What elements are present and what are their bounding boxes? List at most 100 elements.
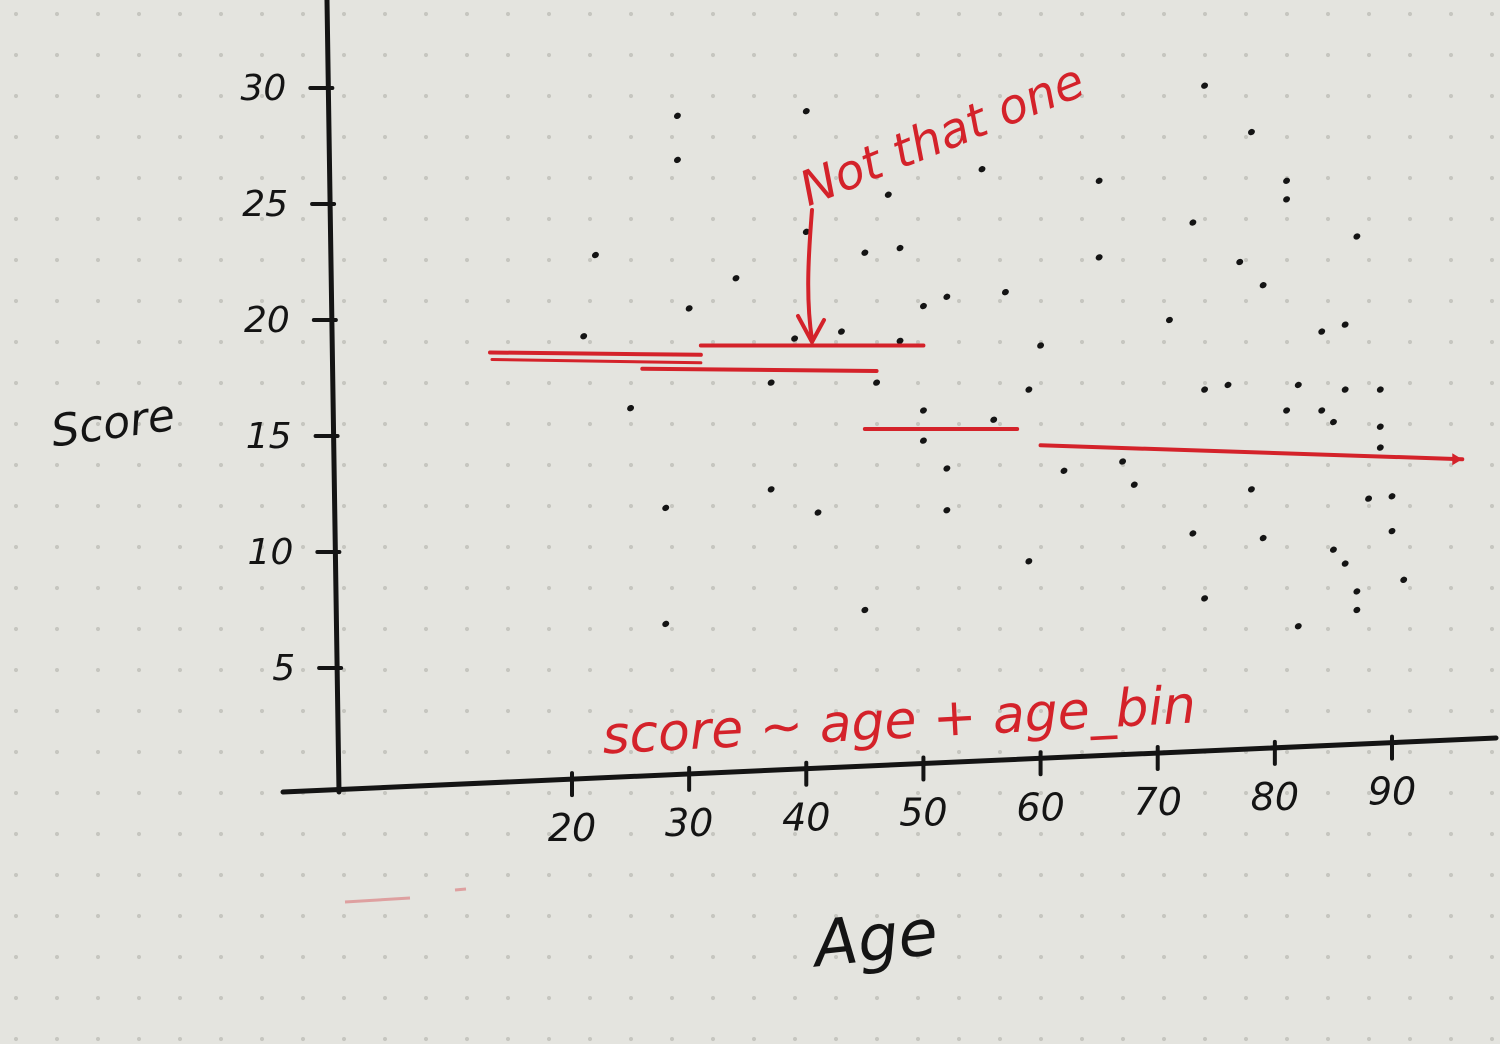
data-point [1037, 342, 1045, 349]
data-point [685, 305, 693, 312]
data-point [591, 251, 599, 259]
annotation-arrow-head [796, 314, 826, 344]
x-tick-label: 40 [782, 796, 830, 840]
x-tick-label: 90 [1368, 770, 1416, 814]
data-point [1318, 407, 1326, 414]
data-point [662, 620, 670, 628]
data-points [580, 82, 1408, 630]
data-point [1236, 258, 1244, 266]
data-point [1189, 219, 1197, 226]
age-bin-line [490, 357, 703, 365]
data-point [1353, 233, 1361, 240]
data-point [1329, 546, 1337, 553]
data-point [1259, 534, 1267, 542]
data-point [1247, 128, 1255, 136]
data-point [1341, 321, 1349, 328]
y-axis-ticks: 5 10 15 20 25 30 [241, 68, 344, 689]
data-point [814, 509, 822, 516]
data-point [896, 244, 904, 252]
data-point [861, 249, 869, 256]
data-point [767, 379, 775, 386]
age-bin-line [640, 366, 879, 374]
data-point [884, 191, 892, 198]
y-tick-label: 25 [242, 184, 288, 225]
data-point [861, 606, 869, 614]
y-tick-label: 10 [248, 532, 294, 573]
red-ink-smudge [344, 887, 467, 904]
data-point [1025, 558, 1033, 565]
data-point [873, 379, 881, 386]
annotation-arrow-shaft [806, 208, 814, 342]
data-point [919, 437, 927, 444]
data-point [1376, 423, 1384, 430]
data-point [732, 275, 740, 282]
data-point [673, 112, 681, 120]
data-point [1353, 606, 1361, 614]
data-point [1318, 328, 1326, 335]
data-point [802, 108, 810, 115]
bin-line-arrowhead [1452, 453, 1463, 466]
data-point [673, 156, 681, 164]
data-point [1283, 177, 1291, 184]
data-point [1224, 381, 1232, 389]
y-tick-label: 20 [244, 300, 290, 341]
data-point [943, 465, 951, 472]
y-tick-label: 30 [241, 68, 287, 109]
data-point [791, 335, 799, 342]
age-bin-line [488, 350, 703, 357]
data-point [919, 407, 927, 414]
data-point [943, 293, 951, 300]
data-point [1201, 82, 1209, 89]
x-tick-label: 80 [1251, 775, 1299, 819]
data-point [1400, 576, 1408, 584]
data-point [1130, 481, 1138, 488]
data-point [1341, 386, 1349, 393]
data-point [1294, 623, 1302, 630]
data-point [1376, 386, 1384, 393]
y-tick-label: 15 [246, 416, 292, 457]
data-point [627, 404, 635, 412]
data-point [1095, 177, 1103, 184]
x-tick-label: 50 [899, 790, 947, 834]
data-point [1294, 381, 1302, 389]
age-bin-lines [488, 343, 1465, 466]
data-point [767, 486, 775, 493]
data-point [1259, 282, 1267, 289]
data-point [1388, 493, 1396, 500]
data-point [802, 228, 810, 236]
data-point [990, 416, 998, 423]
data-point [1060, 467, 1068, 474]
data-point [1095, 254, 1103, 261]
x-tick-label: 70 [1134, 780, 1182, 824]
x-tick-label: 20 [548, 806, 596, 850]
y-tick-label: 5 [272, 648, 295, 689]
data-point [1201, 386, 1209, 393]
data-point [1201, 595, 1209, 602]
data-point [580, 333, 588, 340]
data-point [1283, 407, 1291, 414]
data-point [837, 328, 845, 335]
data-point [1365, 495, 1373, 502]
x-axis-title: Age [806, 896, 941, 983]
data-point [1388, 527, 1396, 535]
x-tick-label: 30 [665, 801, 713, 845]
data-point [1376, 444, 1384, 451]
data-point [662, 504, 670, 512]
data-point [1329, 418, 1337, 426]
data-point [1283, 196, 1291, 203]
data-point [1247, 486, 1255, 493]
x-axis-ticks: 20 30 40 50 60 70 80 90 [548, 734, 1416, 850]
data-point [1119, 458, 1127, 465]
y-axis-line [324, 0, 342, 795]
data-point [978, 166, 986, 173]
age-bin-line [1038, 443, 1465, 462]
data-point [1189, 530, 1197, 537]
data-point [1001, 288, 1009, 296]
data-point [1353, 588, 1361, 595]
x-tick-label: 60 [1016, 785, 1064, 829]
data-point [919, 302, 927, 310]
data-point [1341, 560, 1349, 567]
